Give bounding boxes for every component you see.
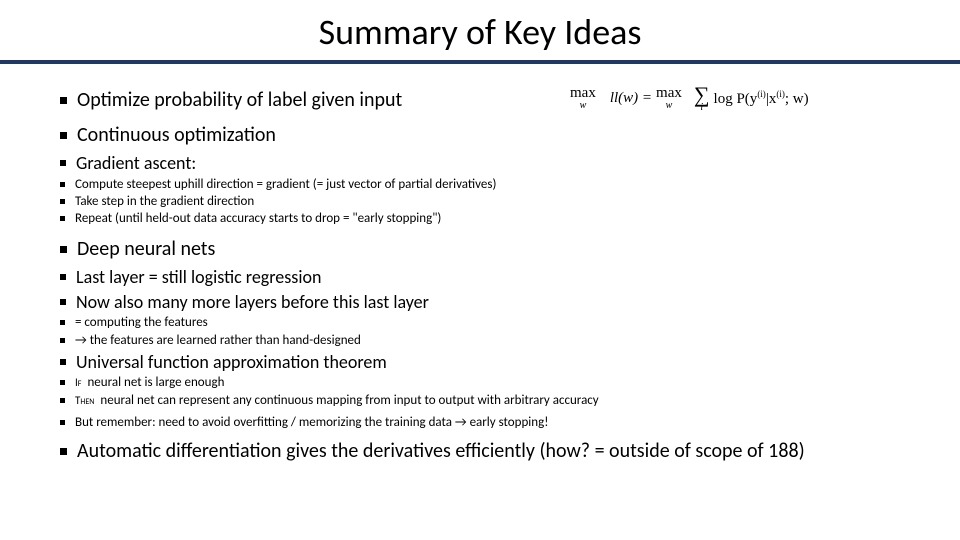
bullet-icon	[60, 182, 65, 187]
max-operator-2: max w	[656, 86, 682, 111]
formula-sup1: (i)	[757, 89, 766, 99]
bullet-text: But remember: need to avoid overfitting …	[75, 415, 548, 431]
formula-mid: |x	[766, 91, 777, 107]
bullet-text: If neural net is large enough	[75, 375, 224, 391]
sigma: ∑	[694, 86, 710, 104]
bullet-text: Continuous optimization	[77, 123, 276, 148]
bullet-computing-features: = computing the features	[60, 315, 930, 331]
bullet-text: Compute steepest uphill direction = grad…	[75, 177, 496, 193]
bullet-but-remember: But remember: need to avoid overfitting …	[60, 415, 930, 431]
bullet-gradient-ascent: Gradient ascent:	[60, 152, 930, 175]
smallcaps-if: If	[75, 376, 81, 389]
bullet-more-layers: Now also many more layers before this la…	[60, 291, 930, 314]
bullet-universal-approx: Universal function approximation theorem	[60, 351, 930, 374]
bullet-features-learned: → the features are learned rather than h…	[60, 333, 930, 349]
bullet-autodiff: Automatic differentiation gives the deri…	[60, 439, 930, 464]
smallcaps-then: Then	[75, 394, 94, 407]
bullet-then-represent: Then neural net can represent any continu…	[60, 393, 930, 409]
bullet-icon	[60, 274, 66, 280]
formula-tail: ; w)	[785, 91, 809, 107]
bullet-text: Deep neural nets	[77, 237, 215, 262]
bullet-icon	[60, 448, 67, 455]
bullet-rest: neural net is large enough	[87, 375, 224, 390]
slide-title: Summary of Key Ideas	[319, 10, 642, 54]
max-text: max	[656, 86, 682, 101]
max-sub: w	[666, 101, 673, 111]
ll-text: ll(w) =	[610, 90, 652, 107]
bullet-icon	[60, 338, 65, 343]
bullet-icon	[60, 199, 65, 204]
bullet-repeat: Repeat (until held-out data accuracy sta…	[60, 211, 930, 227]
bullet-text: = computing the features	[75, 315, 208, 331]
bullet-icon	[60, 216, 65, 221]
bullet-icon	[60, 398, 65, 403]
bullet-icon	[60, 97, 67, 104]
bullet-text: Gradient ascent:	[76, 152, 196, 175]
sum-sub: i	[700, 104, 703, 112]
bullet-text: Take step in the gradient direction	[75, 194, 254, 210]
bullet-text: Last layer = still logistic regression	[76, 266, 321, 289]
max-sub: w	[580, 101, 587, 111]
bullet-text: Automatic differentiation gives the deri…	[77, 439, 805, 464]
formula-log: log P(y	[714, 91, 758, 107]
bullet-text: Now also many more layers before this la…	[76, 291, 429, 314]
bullet-take-step: Take step in the gradient direction	[60, 194, 930, 210]
bullet-icon	[60, 420, 65, 425]
bullet-rest: neural net can represent any continuous …	[100, 393, 598, 408]
bullet-text: Repeat (until held-out data accuracy sta…	[75, 211, 441, 227]
bullet-deep-nets: Deep neural nets	[60, 237, 930, 262]
max-operator-1: max w	[570, 86, 596, 111]
bullet-icon	[60, 132, 67, 139]
title-area: Summary of Key Ideas	[0, 0, 960, 54]
bullet-text: Universal function approximation theorem	[76, 351, 387, 374]
bullet-icon	[60, 246, 67, 253]
bullet-icon	[60, 160, 66, 166]
formula-body: log P(y(i)|x(i); w)	[714, 89, 809, 108]
bullet-last-layer: Last layer = still logistic regression	[60, 266, 930, 289]
formula-sup2: (i)	[776, 89, 785, 99]
bullet-text: Then neural net can represent any continu…	[75, 393, 599, 409]
slide-body: Optimize probability of label given inpu…	[0, 64, 960, 464]
bullet-if-large: If neural net is large enough	[60, 375, 930, 391]
bullet-continuous-opt: Continuous optimization	[60, 123, 930, 148]
bullet-text: Optimize probability of label given inpu…	[77, 88, 402, 113]
bullet-icon	[60, 320, 65, 325]
formula: max w ll(w) = max w ∑ i log P(y(i)|x(i);…	[570, 86, 809, 112]
bullet-icon	[60, 380, 65, 385]
bullet-icon	[60, 359, 66, 365]
bullet-compute-gradient: Compute steepest uphill direction = grad…	[60, 177, 930, 193]
max-text: max	[570, 86, 596, 101]
bullet-icon	[60, 299, 66, 305]
sum-operator: ∑ i	[694, 86, 710, 112]
bullet-text: → the features are learned rather than h…	[75, 333, 361, 349]
